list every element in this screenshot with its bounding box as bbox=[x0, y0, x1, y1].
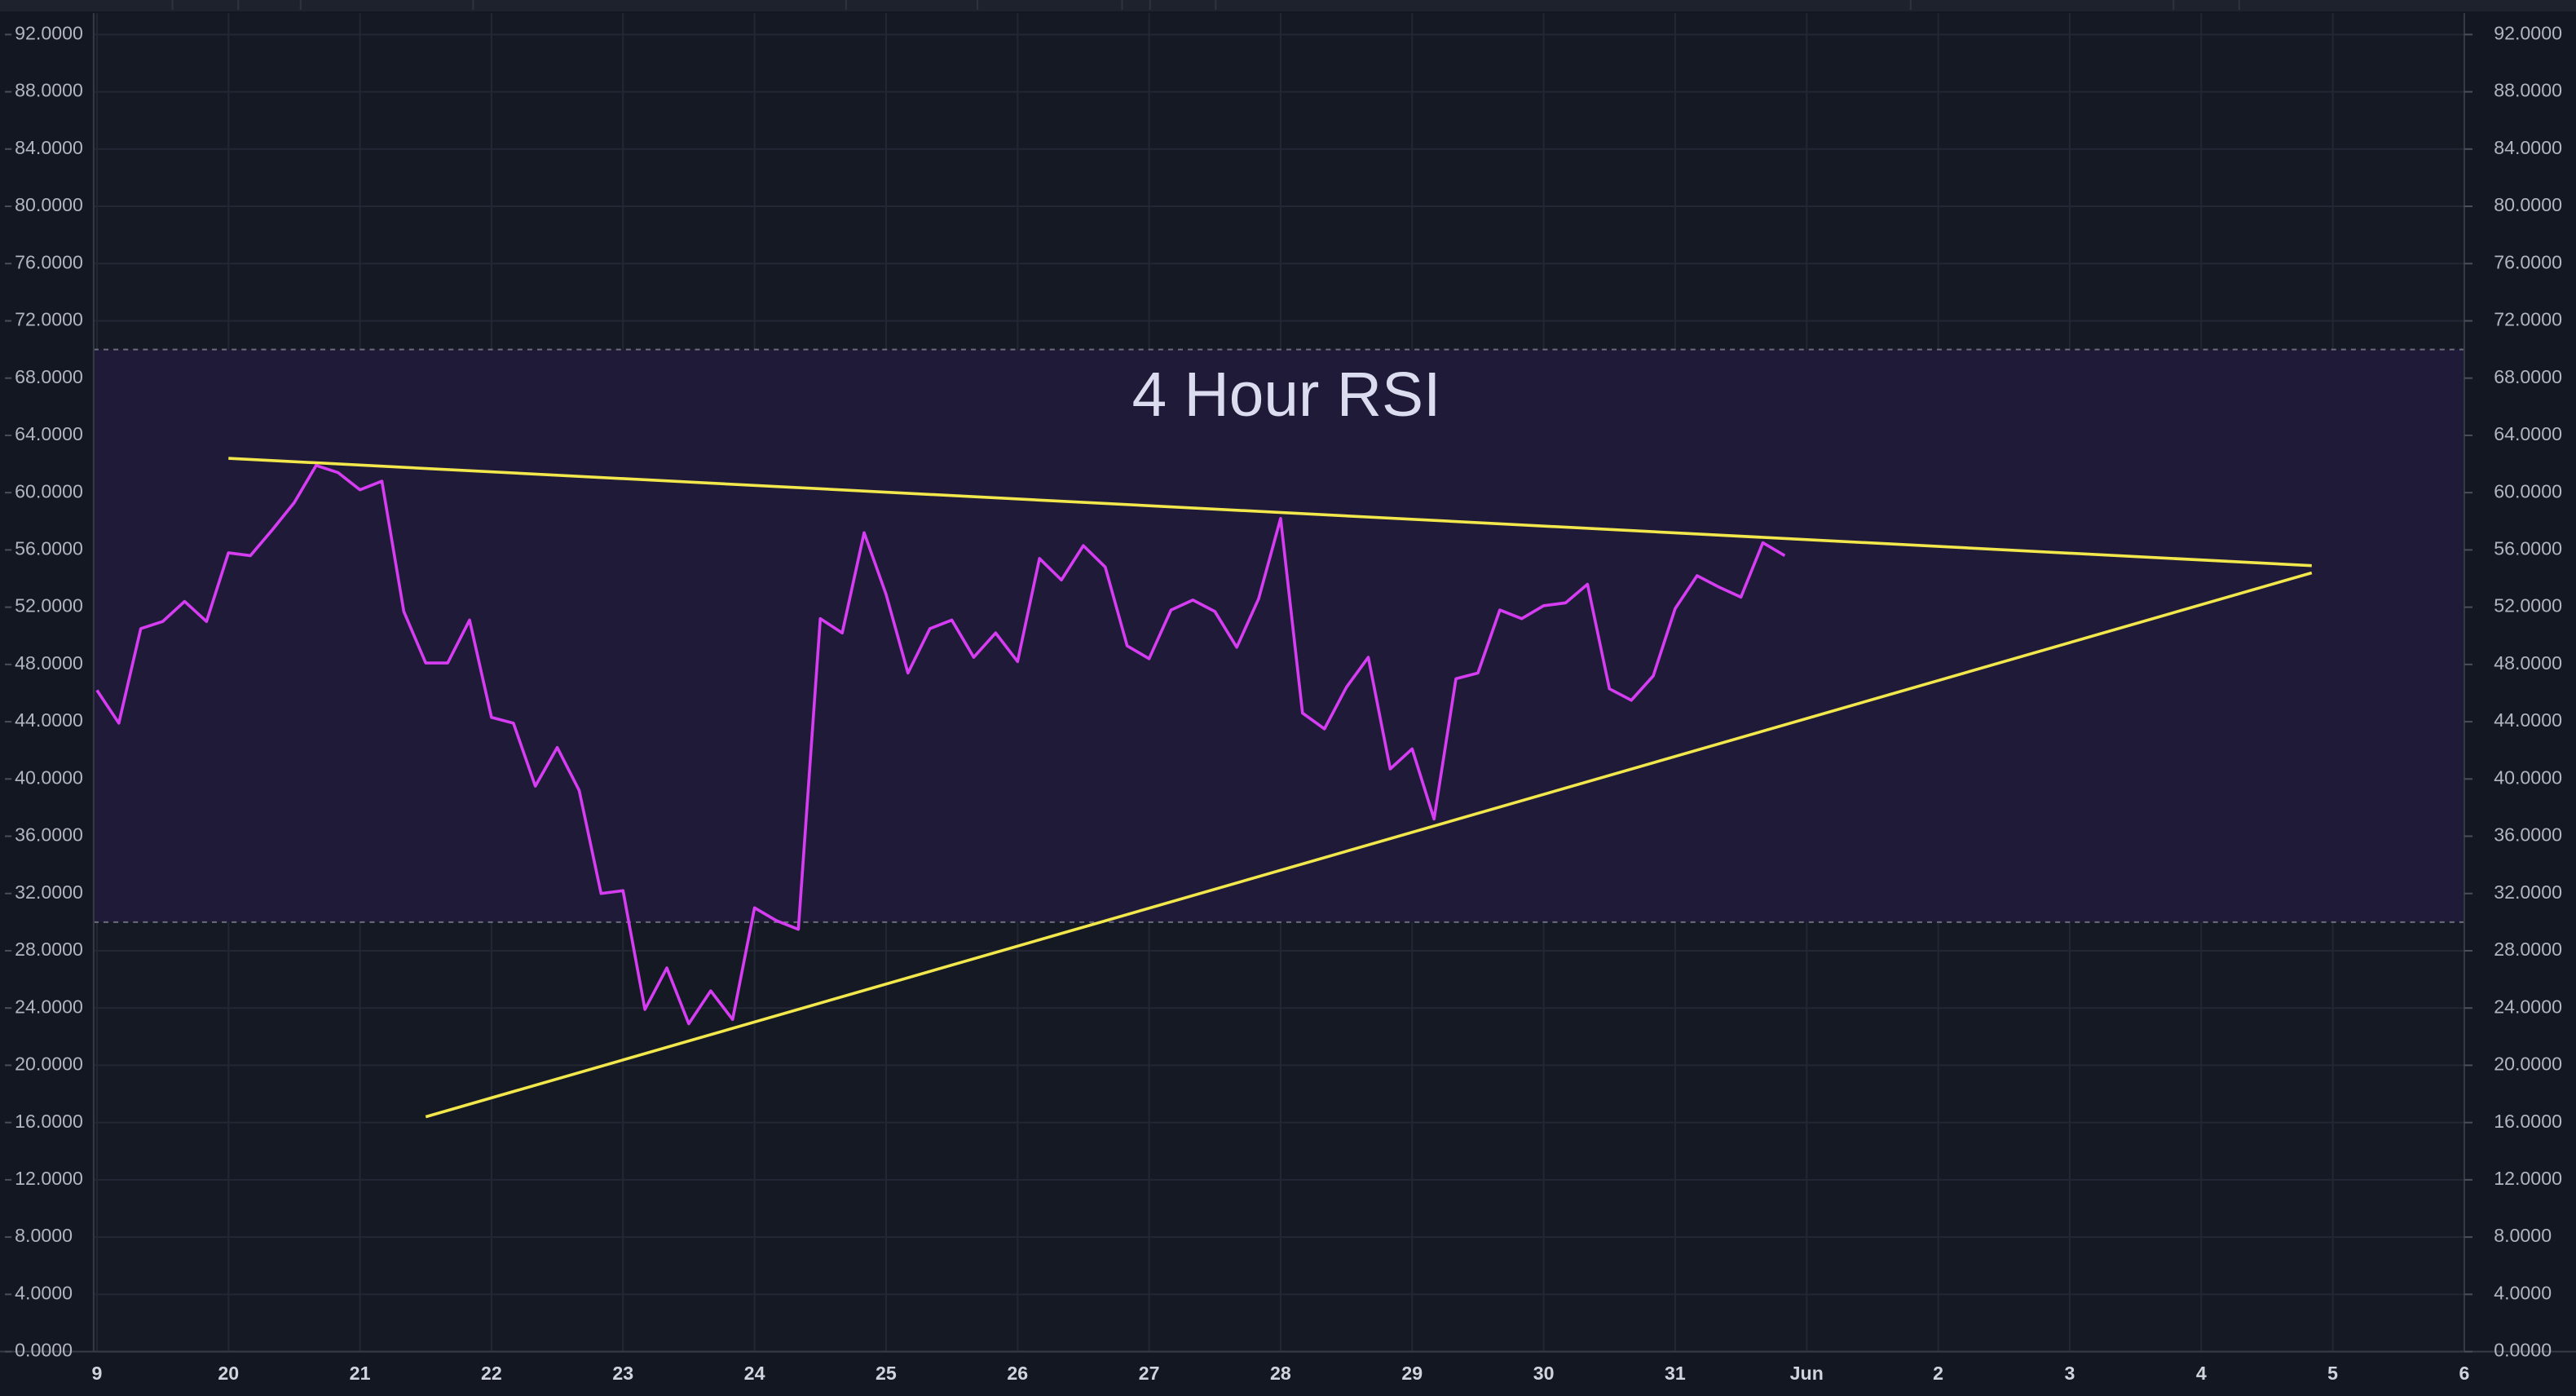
y-tick-label: 68.0000 bbox=[15, 366, 83, 387]
y-tick-label: 48.0000 bbox=[2494, 652, 2562, 674]
y-tick-label: 52.0000 bbox=[15, 595, 83, 616]
marks bbox=[95, 457, 2313, 1119]
y-tick-label: 12.0000 bbox=[2494, 1168, 2562, 1189]
y-tick-label: 72.0000 bbox=[2494, 309, 2562, 330]
y-tick-label: 40.0000 bbox=[2494, 766, 2562, 788]
bands bbox=[93, 348, 2464, 923]
y-tick-label: 84.0000 bbox=[2494, 137, 2562, 158]
x-tick-label: 4 bbox=[2196, 1363, 2207, 1384]
x-tick-label: 30 bbox=[1533, 1363, 1555, 1384]
x-tick-label: Jun bbox=[1790, 1363, 1824, 1384]
annotation: 4 Hour RSI bbox=[1132, 360, 1441, 430]
y-tick-label: 48.0000 bbox=[15, 652, 83, 674]
x-tick-label: 21 bbox=[350, 1363, 371, 1384]
x-tick-label: 6 bbox=[2459, 1363, 2470, 1384]
x-tick-label: 2 bbox=[1933, 1363, 1943, 1384]
x-tick-label: 24 bbox=[744, 1363, 765, 1384]
y-tick-label: 76.0000 bbox=[2494, 251, 2562, 272]
y-tick-label: 36.0000 bbox=[2494, 824, 2562, 846]
y-tick-label: 76.0000 bbox=[15, 251, 83, 272]
rsi-line bbox=[95, 463, 1786, 1026]
y-tick-label: 0.0000 bbox=[2494, 1340, 2552, 1361]
top-bar bbox=[0, 0, 2576, 12]
trendline bbox=[425, 571, 2313, 1119]
y-tick-label: 20.0000 bbox=[2494, 1054, 2562, 1075]
y-tick-label: 28.0000 bbox=[15, 939, 83, 960]
y-tick-label: 52.0000 bbox=[2494, 595, 2562, 616]
y-tick-label: 44.0000 bbox=[2494, 709, 2562, 731]
y-tick-label: 16.0000 bbox=[15, 1111, 83, 1132]
y-tick-label: 8.0000 bbox=[15, 1225, 73, 1246]
y-tick-label: 88.0000 bbox=[2494, 80, 2562, 101]
y-tick-label: 32.0000 bbox=[15, 881, 83, 903]
x-tick-label: 27 bbox=[1139, 1363, 1160, 1384]
y-tick-label: 64.0000 bbox=[2494, 423, 2562, 444]
y-tick-label: 12.0000 bbox=[15, 1168, 83, 1189]
y-tick-label: 60.0000 bbox=[2494, 480, 2562, 501]
x-tick-label: 26 bbox=[1007, 1363, 1028, 1384]
y-tick-label: 32.0000 bbox=[2494, 881, 2562, 903]
y-tick-label: 16.0000 bbox=[2494, 1111, 2562, 1132]
trendline bbox=[228, 457, 2312, 568]
y-tick-label: 72.0000 bbox=[15, 309, 83, 330]
x-tick-label: 31 bbox=[1665, 1363, 1686, 1384]
y-tick-label: 36.0000 bbox=[15, 824, 83, 846]
x-tick-label: 28 bbox=[1270, 1363, 1291, 1384]
top-bar-dividers bbox=[171, 0, 2240, 11]
rsi-band bbox=[93, 349, 2464, 922]
y-tick-label: 24.0000 bbox=[15, 996, 83, 1017]
y-tick-label: 4.0000 bbox=[15, 1282, 73, 1303]
x-tick-label: 22 bbox=[481, 1363, 502, 1384]
y-tick-label: 0.0000 bbox=[15, 1340, 73, 1361]
x-tick-label: 20 bbox=[218, 1363, 239, 1384]
x-tick-label: 23 bbox=[612, 1363, 633, 1384]
y-tick-label: 24.0000 bbox=[2494, 996, 2562, 1017]
y-tick-label: 40.0000 bbox=[15, 766, 83, 788]
y-tick-label: 92.0000 bbox=[2494, 22, 2562, 43]
y-tick-label: 56.0000 bbox=[15, 538, 83, 559]
x-tick-label: 25 bbox=[876, 1363, 897, 1384]
y-tick-label: 68.0000 bbox=[2494, 366, 2562, 387]
y-tick-label: 4.0000 bbox=[2494, 1282, 2552, 1303]
y-tick-label: 28.0000 bbox=[2494, 939, 2562, 960]
y-tick-label: 88.0000 bbox=[15, 80, 83, 101]
y-tick-label: 20.0000 bbox=[15, 1054, 83, 1075]
y-tick-label: 60.0000 bbox=[15, 480, 83, 501]
y-tick-label: 80.0000 bbox=[2494, 194, 2562, 215]
y-tick-label: 8.0000 bbox=[2494, 1225, 2552, 1246]
x-tick-label: 29 bbox=[1401, 1363, 1423, 1384]
x-tick-label: 5 bbox=[2327, 1363, 2338, 1384]
y-tick-label: 44.0000 bbox=[15, 709, 83, 731]
y-tick-label: 56.0000 bbox=[2494, 538, 2562, 559]
x-tick-label: 9 bbox=[91, 1363, 102, 1384]
labels: 0.0000 0.0000 4.0000 4.0000 8.0000 8.0000 12.0… bbox=[5, 22, 2562, 1384]
y-tick-label: 64.0000 bbox=[15, 423, 83, 444]
x-tick-label: 3 bbox=[2065, 1363, 2075, 1384]
y-tick-label: 84.0000 bbox=[15, 137, 83, 158]
y-tick-label: 92.0000 bbox=[15, 22, 83, 43]
y-tick-label: 80.0000 bbox=[15, 194, 83, 215]
